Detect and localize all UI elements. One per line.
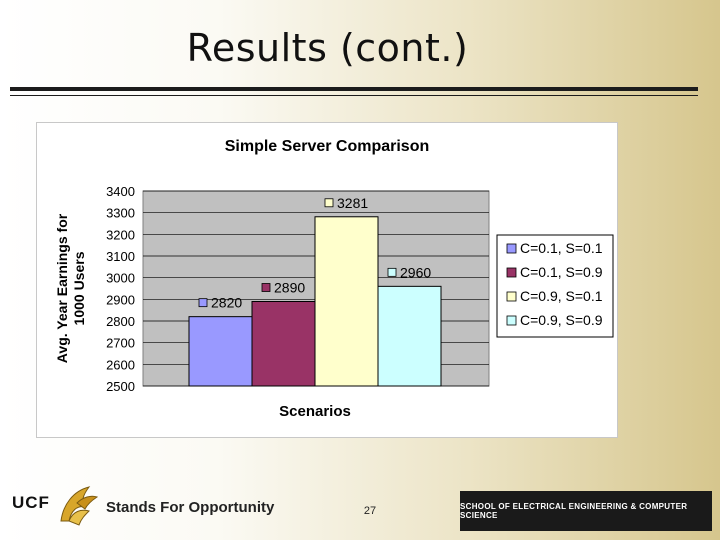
y-tick-label: 3000 bbox=[106, 271, 135, 286]
x-axis-label: Scenarios bbox=[279, 403, 351, 420]
data-label: 2820 bbox=[211, 295, 242, 311]
y-tick-label: 2700 bbox=[106, 336, 135, 351]
legend-label: C=0.9, S=0.1 bbox=[520, 288, 603, 304]
title-rule-thin bbox=[10, 95, 698, 96]
data-label-swatch bbox=[261, 283, 271, 292]
footer-tagline: Stands For Opportunity bbox=[106, 499, 275, 516]
bars bbox=[188, 216, 442, 387]
y-tick-label: 3300 bbox=[106, 206, 135, 221]
data-label: 3281 bbox=[337, 195, 368, 211]
data-label-swatch bbox=[324, 198, 334, 208]
page-number: 27 bbox=[363, 505, 377, 517]
bar-chart: 2500 2600 2700 2800 2900 3000 3100 3200 3300 3400… bbox=[54, 138, 614, 420]
y-axis-label: Avg. Year Earnings for1000 Users bbox=[54, 213, 87, 363]
y-tick-label: 3100 bbox=[106, 249, 135, 264]
legend-label: C=0.9, S=0.9 bbox=[520, 312, 603, 328]
bar bbox=[188, 316, 253, 387]
slide-title: Results (cont.) bbox=[186, 26, 469, 70]
chart-panel: 2500 2600 2700 2800 2900 3000 3100 3200 3300 3400… bbox=[36, 122, 618, 438]
legend-label: C=0.1, S=0.1 bbox=[520, 240, 603, 256]
y-tick-label: 2900 bbox=[106, 292, 135, 307]
legend-swatch bbox=[506, 315, 517, 326]
y-tick-label: 2800 bbox=[106, 314, 135, 329]
legend-swatch bbox=[506, 291, 517, 302]
bar bbox=[251, 301, 316, 387]
legend-swatch bbox=[506, 243, 517, 254]
ucf-logo-text: UCF bbox=[12, 493, 50, 512]
pegasus-logo-icon bbox=[60, 486, 99, 526]
school-banner: SCHOOL OF ELECTRICAL ENGINEERING & COMPU… bbox=[460, 491, 712, 531]
legend-label: C=0.1, S=0.9 bbox=[520, 264, 603, 280]
legend-swatch bbox=[506, 267, 517, 278]
data-label: 2890 bbox=[274, 280, 305, 296]
y-tick-label: 2600 bbox=[106, 357, 135, 372]
bar bbox=[377, 285, 442, 387]
data-labels: 2820 2890 3281 2960 bbox=[198, 195, 431, 311]
bar bbox=[314, 216, 379, 387]
chart-title: Simple Server Comparison bbox=[225, 138, 430, 155]
data-label: 2960 bbox=[400, 264, 431, 280]
title-rule-thick bbox=[10, 87, 698, 91]
data-label-swatch bbox=[387, 267, 397, 277]
y-tick-label: 3400 bbox=[106, 184, 135, 199]
y-tick-label: 2500 bbox=[106, 379, 135, 394]
y-tick-label: 3200 bbox=[106, 227, 135, 242]
y-axis-ticks: 2500 2600 2700 2800 2900 3000 3100 3200 3300 3400 bbox=[106, 184, 135, 394]
data-label-swatch bbox=[198, 298, 208, 308]
legend: C=0.1, S=0.1 C=0.1, S=0.9 C=0.9, S=0.1 C=0.… bbox=[506, 240, 603, 328]
